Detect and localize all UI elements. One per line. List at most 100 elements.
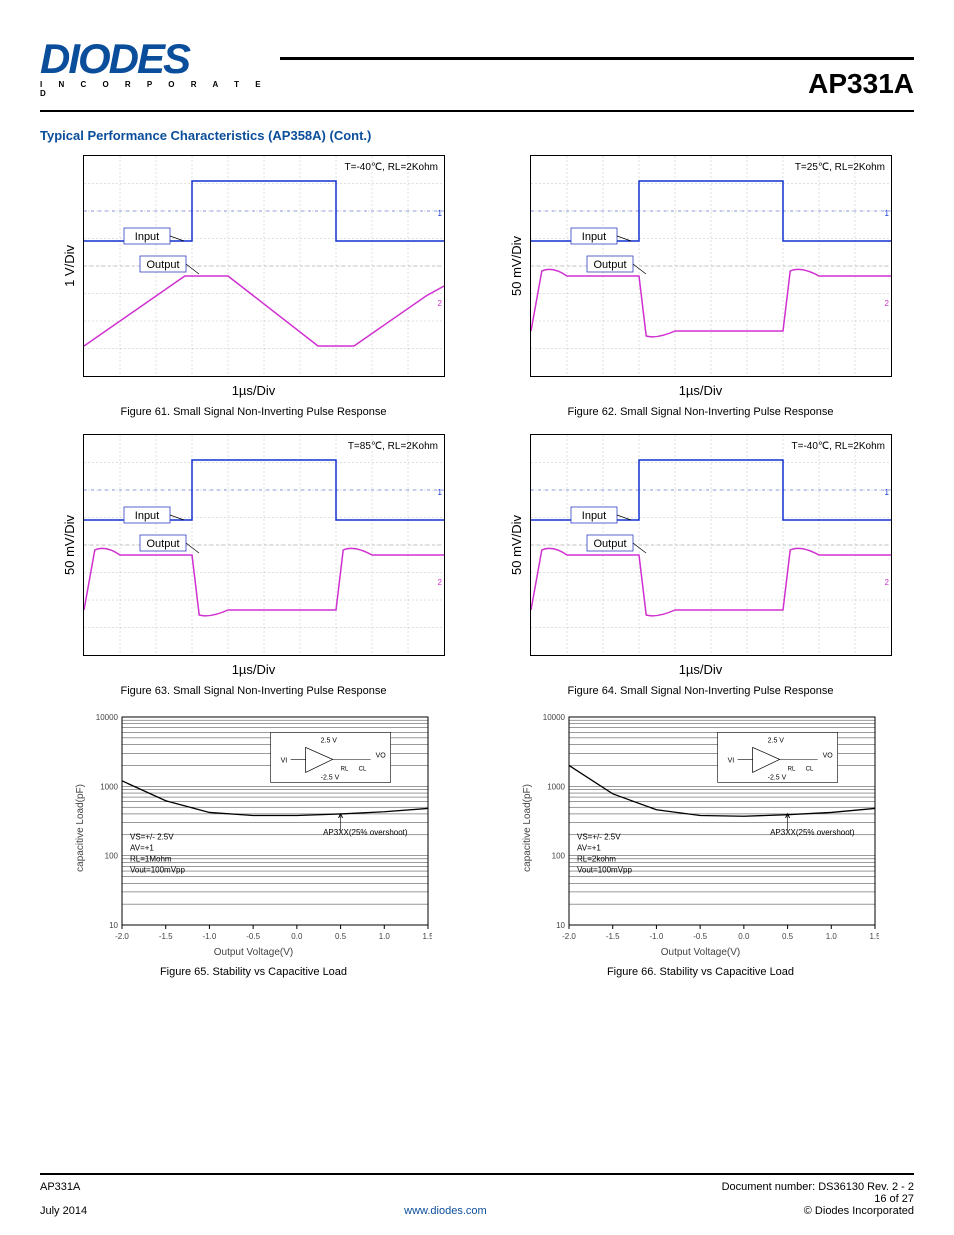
- footer-product: AP331A: [40, 1181, 80, 1193]
- figure-63: 50 mV/Div T=85℃, RL=2Kohm Input Output 1 2 1…: [50, 434, 457, 697]
- svg-text:1.0: 1.0: [379, 932, 391, 941]
- svg-text:Vout=100mVpp: Vout=100mVpp: [577, 865, 632, 874]
- svg-text:10: 10: [109, 921, 118, 930]
- svg-text:T=25℃, RL=2Kohm: T=25℃, RL=2Kohm: [795, 162, 885, 173]
- ylabel: 1 V/Div: [62, 245, 77, 287]
- brand-wordmark: DIODES: [40, 40, 270, 78]
- xlabel: 1µs/Div: [232, 383, 276, 398]
- xlabel: 1µs/Div: [679, 662, 723, 677]
- section-title: Typical Performance Characteristics (AP3…: [40, 128, 914, 143]
- svg-text:RL: RL: [341, 766, 349, 772]
- page-footer: AP331A Document number: DS36130 Rev. 2 -…: [40, 1173, 914, 1217]
- svg-text:2: 2: [885, 299, 890, 308]
- svg-text:2: 2: [885, 578, 890, 587]
- svg-text:RL=1Mohm: RL=1Mohm: [130, 854, 172, 863]
- ylabel: 50 mV/Div: [509, 236, 524, 296]
- svg-text:1.0: 1.0: [826, 932, 838, 941]
- figure-title: Figure 61. Small Signal Non-Inverting Pu…: [121, 406, 387, 418]
- ylabel: 50 mV/Div: [509, 515, 524, 575]
- scope-plot: T=85℃, RL=2Kohm Input Output 1 2: [83, 434, 445, 656]
- figure-66: capacitive Load(pF) 10100100010000-2.0-1…: [497, 713, 904, 978]
- svg-text:Output: Output: [593, 259, 626, 271]
- svg-text:-2.5 V: -2.5 V: [321, 774, 340, 781]
- svg-text:1: 1: [885, 209, 890, 218]
- svg-text:0.5: 0.5: [335, 932, 347, 941]
- figure-title: Figure 63. Small Signal Non-Inverting Pu…: [121, 685, 387, 697]
- figure-65: capacitive Load(pF) 10100100010000-2.0-1…: [50, 713, 457, 978]
- svg-text:Output: Output: [146, 538, 179, 550]
- figure-61: 1 V/Div T=-40℃, RL=2Kohm Input Output 1 2 1µ…: [50, 155, 457, 418]
- divider: [40, 110, 914, 112]
- figure-title: Figure 66. Stability vs Capacitive Load: [607, 966, 794, 978]
- svg-text:-2.5 V: -2.5 V: [768, 774, 787, 781]
- figure-64: 50 mV/Div T=-40℃, RL=2KohmInputOutput12 …: [497, 434, 904, 697]
- svg-text:VS=+/- 2.5V: VS=+/- 2.5V: [130, 832, 174, 841]
- svg-text:2.5 V: 2.5 V: [768, 737, 785, 744]
- svg-text:-1.0: -1.0: [650, 932, 664, 941]
- svg-text:-1.0: -1.0: [203, 932, 217, 941]
- footer-link: www.diodes.com: [404, 1205, 487, 1217]
- load-plot: 10100100010000-2.0-1.5-1.0-0.50.00.51.01…: [539, 713, 879, 943]
- footer-date: July 2014: [40, 1205, 87, 1217]
- svg-text:Vout=100mVpp: Vout=100mVpp: [130, 865, 185, 874]
- svg-text:0.0: 0.0: [291, 932, 303, 941]
- svg-text:2.5 V: 2.5 V: [321, 737, 338, 744]
- svg-text:VS=+/- 2.5V: VS=+/- 2.5V: [577, 832, 621, 841]
- svg-text:RL: RL: [788, 766, 796, 772]
- svg-text:1: 1: [438, 209, 443, 218]
- svg-text:1000: 1000: [547, 782, 565, 791]
- figure-title: Figure 65. Stability vs Capacitive Load: [160, 966, 347, 978]
- brand-logo: DIODES I N C O R P O R A T E D: [40, 40, 270, 98]
- svg-text:Input: Input: [135, 510, 159, 522]
- scope-plot: T=25℃, RL=2Kohm Input Output 1 2: [530, 155, 892, 377]
- svg-text:Input: Input: [582, 510, 606, 522]
- figure-title: Figure 62. Small Signal Non-Inverting Pu…: [568, 406, 834, 418]
- svg-text:VO: VO: [376, 752, 387, 759]
- xlabel: Output Voltage(V): [214, 947, 294, 958]
- svg-text:Output: Output: [146, 259, 179, 271]
- figure-title: Figure 64. Small Signal Non-Inverting Pu…: [568, 685, 834, 697]
- svg-text:T=85℃, RL=2Kohm: T=85℃, RL=2Kohm: [348, 441, 438, 452]
- svg-text:VO: VO: [823, 752, 834, 759]
- svg-text:1.5: 1.5: [422, 932, 432, 941]
- svg-text:0.5: 0.5: [782, 932, 794, 941]
- svg-text:T=-40℃, RL=2Kohm: T=-40℃, RL=2Kohm: [345, 162, 439, 173]
- svg-text:Input: Input: [135, 231, 159, 243]
- figure-62: 50 mV/Div T=25℃, RL=2Kohm Input Output 1 2 1…: [497, 155, 904, 418]
- svg-text:0.0: 0.0: [738, 932, 750, 941]
- footer-pagenum: 16 of 27: [874, 1193, 914, 1205]
- svg-text:2: 2: [438, 299, 443, 308]
- svg-text:10000: 10000: [96, 713, 119, 722]
- svg-text:1: 1: [885, 488, 890, 497]
- svg-text:-2.0: -2.0: [115, 932, 129, 941]
- xlabel: 1µs/Div: [232, 662, 276, 677]
- svg-text:1000: 1000: [100, 782, 118, 791]
- svg-text:AV=+1: AV=+1: [577, 843, 601, 852]
- ylabel: capacitive Load(pF): [75, 784, 86, 872]
- ylabel: 50 mV/Div: [62, 515, 77, 575]
- footer-copyright: © Diodes Incorporated: [804, 1205, 914, 1217]
- svg-text:2: 2: [438, 578, 443, 587]
- svg-text:100: 100: [552, 851, 566, 860]
- svg-text:-0.5: -0.5: [246, 932, 260, 941]
- scope-plot: T=-40℃, RL=2Kohm Input Output 1 2: [83, 155, 445, 377]
- ylabel: capacitive Load(pF): [522, 784, 533, 872]
- figures-grid: 1 V/Div T=-40℃, RL=2Kohm Input Output 1 2 1µ…: [40, 155, 914, 978]
- svg-text:1: 1: [438, 488, 443, 497]
- svg-text:1.5: 1.5: [869, 932, 879, 941]
- svg-text:T=-40℃, RL=2Kohm: T=-40℃, RL=2Kohm: [792, 441, 886, 452]
- svg-text:AP3XX(25% overshoot): AP3XX(25% overshoot): [323, 828, 408, 837]
- svg-text:Output: Output: [593, 538, 626, 550]
- footer-rule: [40, 1173, 914, 1175]
- svg-text:Input: Input: [582, 231, 606, 243]
- svg-text:-1.5: -1.5: [159, 932, 173, 941]
- footer-docnum: Document number: DS36130 Rev. 2 - 2: [722, 1181, 914, 1193]
- svg-text:CL: CL: [806, 766, 814, 772]
- xlabel: Output Voltage(V): [661, 947, 741, 958]
- svg-text:VI: VI: [281, 757, 288, 764]
- load-plot: 10100100010000-2.0-1.5-1.0-0.50.00.51.01…: [92, 713, 432, 943]
- svg-text:CL: CL: [359, 766, 367, 772]
- brand-tagline: I N C O R P O R A T E D: [40, 80, 270, 98]
- header-rule: [280, 57, 914, 60]
- svg-text:AV=+1: AV=+1: [130, 843, 154, 852]
